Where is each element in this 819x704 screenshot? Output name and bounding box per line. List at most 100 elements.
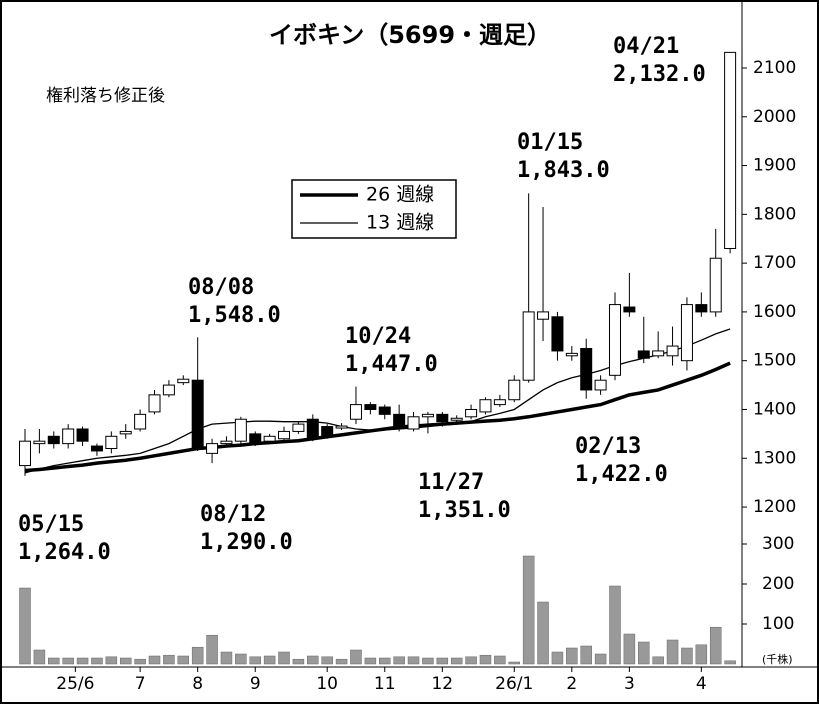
- candle-body: [378, 406, 391, 415]
- volume-bar: [235, 653, 247, 665]
- x-tick-label: 10: [316, 674, 338, 694]
- candle-body: [407, 416, 420, 430]
- volume-bar: [76, 657, 89, 665]
- candle-body: [465, 408, 478, 418]
- volume-bar: [566, 647, 578, 665]
- annotation-price: 1,447.0: [345, 352, 438, 377]
- volume-bar: [407, 656, 420, 665]
- volume-bar: [695, 644, 708, 665]
- annotation-price: 2,132.0: [613, 62, 706, 87]
- annotation-price: 1,351.0: [418, 498, 511, 523]
- volume-bar: [321, 656, 333, 665]
- volume-bar: [206, 634, 218, 665]
- volume-bar: [393, 656, 405, 665]
- candle-body: [594, 379, 607, 391]
- volume-bar: [177, 655, 190, 665]
- candle-body: [652, 350, 665, 357]
- volume-bar: [450, 657, 463, 665]
- volume-bar: [134, 658, 146, 665]
- volume-bar: [508, 661, 521, 665]
- candle-body: [522, 311, 535, 381]
- volume-bar: [263, 655, 276, 665]
- annotation-date: 08/12: [200, 502, 266, 527]
- candle-body: [191, 379, 204, 450]
- volume-bar: [19, 587, 31, 665]
- volume-bar: [119, 657, 132, 665]
- y-tick-label: 2000: [753, 107, 796, 127]
- candle-body: [508, 379, 521, 401]
- candle-body: [695, 304, 708, 313]
- candle-body: [637, 350, 650, 359]
- chart-title: イボキン（5699・週足）: [269, 21, 551, 49]
- volume-bar: [666, 639, 679, 665]
- candle-body: [623, 306, 636, 313]
- volume-bar: [379, 657, 391, 665]
- volume-bar: [465, 656, 477, 665]
- candle-body: [335, 425, 348, 429]
- candle-body: [364, 404, 377, 410]
- annotation-price: 1,843.0: [517, 158, 610, 183]
- candle-body: [580, 347, 593, 391]
- x-tick-label: 3: [624, 674, 635, 694]
- candle-body: [537, 311, 550, 320]
- x-tick-label: 25/6: [56, 674, 94, 694]
- candle-body: [608, 304, 621, 376]
- volume-bar: [594, 653, 607, 665]
- volume-bar: [709, 626, 722, 665]
- volume-bar: [494, 655, 506, 665]
- volume-bar: [479, 654, 492, 665]
- y-tick-label: 1200: [753, 497, 796, 517]
- y-tick-label: 100: [762, 614, 794, 634]
- volume-bar: [623, 633, 636, 665]
- candle-body: [105, 435, 118, 450]
- legend: [291, 179, 457, 239]
- y-tick-label: 1300: [753, 448, 796, 468]
- candle-body: [134, 413, 147, 430]
- volume-bar: [652, 656, 664, 665]
- volume-bar: [48, 657, 60, 665]
- volume-bar: [522, 555, 535, 665]
- annotation-price: 1,264.0: [18, 540, 111, 565]
- candle-body: [234, 418, 247, 442]
- y-tick-label: 1600: [753, 302, 796, 322]
- volume-bar: [551, 651, 564, 665]
- candle-body: [220, 440, 233, 445]
- volume-bar: [62, 657, 74, 665]
- candle-body: [565, 352, 578, 357]
- candle-body: [709, 257, 722, 313]
- candle-body: [393, 413, 406, 428]
- y-axis-label: (千株): [762, 652, 793, 666]
- x-tick-label: 8: [192, 674, 203, 694]
- volume-bar: [148, 655, 161, 665]
- volume-bar: [609, 585, 621, 665]
- candle-body: [278, 430, 291, 440]
- legend-label: 13 週線: [366, 212, 434, 234]
- annotation-date: 04/21: [613, 34, 679, 59]
- annotation-price: 1,422.0: [575, 462, 668, 487]
- x-tick-label: 12: [431, 674, 453, 694]
- candle-body: [33, 440, 46, 445]
- volume-bar: [638, 641, 650, 665]
- volume-bar: [220, 651, 233, 665]
- candle-body: [724, 51, 737, 249]
- candle-body: [162, 384, 175, 396]
- candle-body: [148, 394, 161, 413]
- candle-body: [76, 428, 89, 442]
- candle-body: [292, 423, 305, 432]
- candle-body: [479, 399, 492, 413]
- y-tick-label: 1700: [753, 253, 796, 273]
- y-tick-label: 1500: [753, 351, 796, 371]
- volume-bar: [163, 654, 175, 665]
- annotation-price: 1,548.0: [188, 303, 281, 328]
- y-tick-label: 1400: [753, 399, 796, 419]
- y-tick-label: 1900: [753, 156, 796, 176]
- candle-body: [206, 443, 219, 454]
- volume-bar: [91, 657, 103, 665]
- candle-body: [493, 399, 506, 406]
- volume-bar: [307, 655, 319, 665]
- candle-body: [680, 304, 693, 362]
- x-tick-label: 26/1: [495, 674, 533, 694]
- annotation-date: 10/24: [345, 324, 411, 349]
- candle-body: [19, 440, 31, 467]
